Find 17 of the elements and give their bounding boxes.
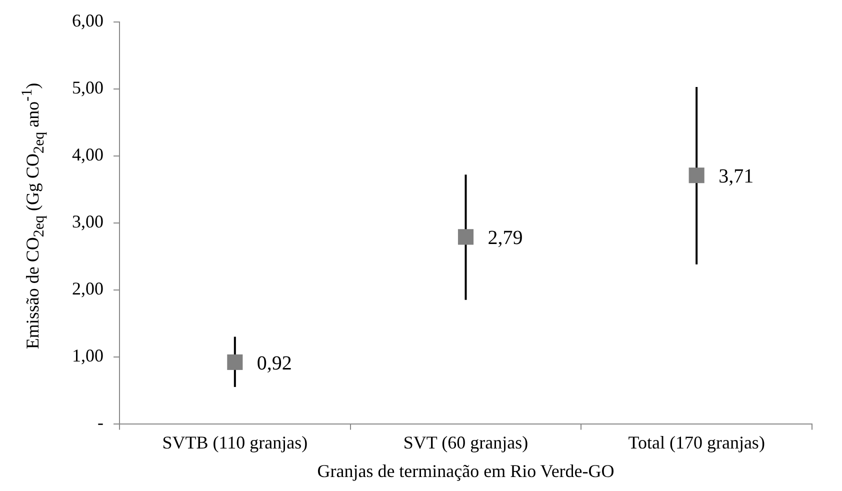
y-tick-label: 6,00 <box>72 10 104 31</box>
y-tick-label: - <box>98 412 104 433</box>
y-tick-label: 2,00 <box>72 278 104 299</box>
data-label: 3,71 <box>718 166 754 188</box>
y-tick-label: 4,00 <box>72 144 104 165</box>
x-tick-label: SVTB (110 granjas) <box>162 432 308 452</box>
point <box>688 168 704 184</box>
x-axis-title: Granjas de terminação em Rio Verde-GO <box>317 460 614 481</box>
data-label: 2,79 <box>488 227 523 250</box>
point <box>458 229 474 245</box>
y-tick-label: 1,00 <box>72 346 104 366</box>
x-tick-label: SVT (60 granjas) <box>403 432 528 452</box>
point <box>227 354 243 370</box>
y-tick-label: 3,00 <box>72 212 104 232</box>
x-tick-label: Total (170 granjas) <box>628 432 765 452</box>
y-tick-label: 5,00 <box>72 78 104 98</box>
data-label: 0,92 <box>256 352 292 374</box>
